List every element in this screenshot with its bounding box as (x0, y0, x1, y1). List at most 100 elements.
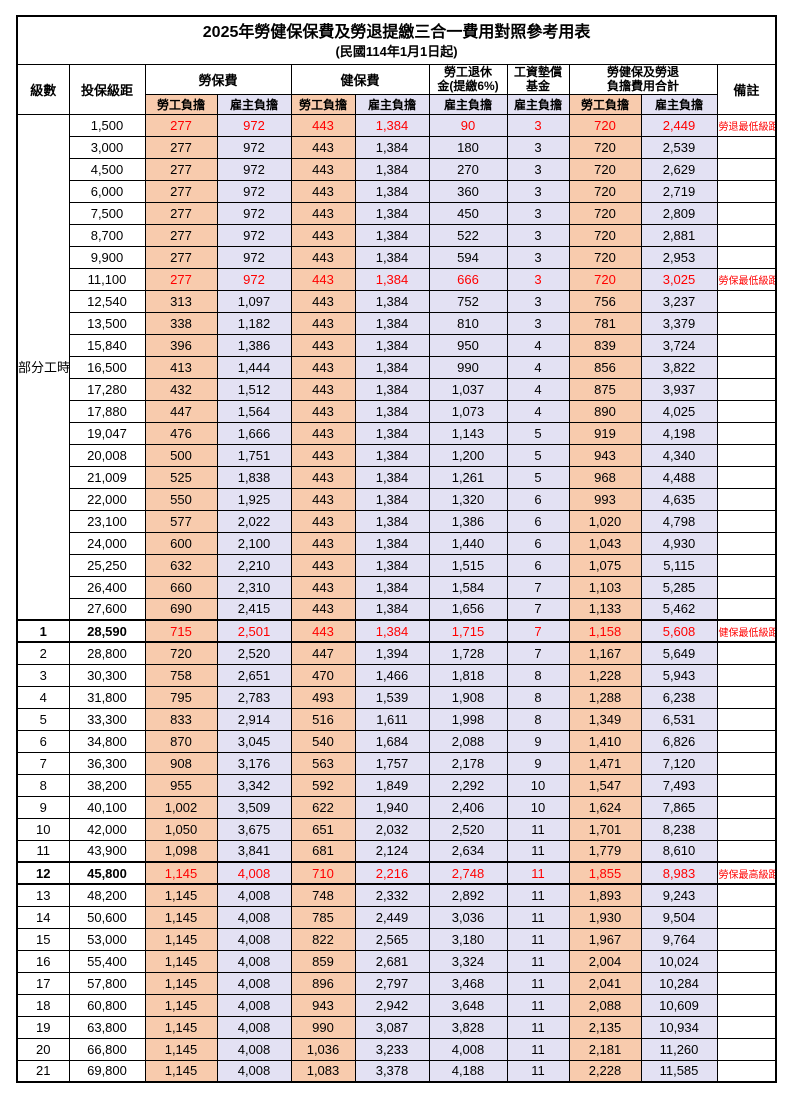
table-row: 18 60,800 1,145 4,008 943 2,942 3,648 11… (16, 993, 777, 1017)
table-row: 部分工時 1,500 277 972 443 1,384 90 3 720 2,… (16, 113, 777, 621)
labor-ins-employee-header: 勞工負擔 (144, 93, 218, 115)
remark-cell (716, 333, 777, 357)
labor-ins-employer-cell: 1,386 (216, 333, 292, 357)
col-header-bracket: 投保級距 (68, 63, 146, 115)
total-employer-cell: 5,462 (640, 597, 718, 621)
labor-ins-employer-cell: 3,342 (216, 773, 292, 797)
remark-cell (716, 883, 777, 907)
labor-ins-employer-cell: 972 (216, 201, 292, 225)
pension-employer-cell: 3,648 (428, 993, 508, 1017)
labor-ins-employee-cell: 720 (144, 641, 218, 665)
labor-ins-employer-cell: 4,008 (216, 993, 292, 1017)
table-row: 9 40,100 1,002 3,509 622 1,940 2,406 10 … (16, 795, 777, 819)
wage-fund-employer-cell: 9 (506, 729, 570, 753)
pension-employer-cell: 3,324 (428, 949, 508, 973)
table-title-cell: 2025年勞健保保費及勞退提繳三合一費用對照參考用表 (民國114年1月1日起) (16, 15, 777, 65)
wage-fund-employer-cell: 8 (506, 685, 570, 709)
table-row: 12 45,800 1,145 4,008 710 2,216 2,748 11… (16, 861, 777, 885)
total-employee-cell: 2,181 (568, 1037, 642, 1061)
health-ins-employee-cell: 622 (290, 795, 356, 819)
labor-ins-employee-cell: 690 (144, 597, 218, 621)
table-row: 21 69,800 1,145 4,008 1,083 3,378 4,188 … (16, 1059, 777, 1083)
bracket-cell: 66,800 (68, 1037, 146, 1061)
bracket-cell: 48,200 (68, 883, 146, 907)
remark-cell: 勞退最低級距 (716, 113, 777, 137)
wage-fund-employer-cell: 6 (506, 553, 570, 577)
total-employer-cell: 8,983 (640, 861, 718, 885)
remark-cell (716, 729, 777, 753)
bracket-cell: 15,840 (68, 333, 146, 357)
total-employee-cell: 720 (568, 201, 642, 225)
bracket-cell: 30,300 (68, 663, 146, 687)
table-body: 部分工時 1,500 277 972 443 1,384 90 3 720 2,… (16, 113, 777, 1083)
health-ins-employer-cell: 1,384 (354, 113, 430, 137)
table-row: 15,840 396 1,386 443 1,384 950 4 839 3,7… (17, 333, 777, 357)
wage-fund-employer-cell: 7 (506, 619, 570, 643)
health-ins-employer-cell: 2,032 (354, 817, 430, 841)
labor-ins-employer-cell: 2,210 (216, 553, 292, 577)
labor-ins-employer-cell: 1,838 (216, 465, 292, 489)
pension-employer-cell: 3,828 (428, 1015, 508, 1039)
remark-cell (716, 1037, 777, 1061)
remark-cell (716, 773, 777, 797)
total-employer-header: 雇主負擔 (640, 93, 718, 115)
total-employee-cell: 720 (568, 245, 642, 269)
wage-fund-employer-cell: 9 (506, 751, 570, 775)
table-row: 8 38,200 955 3,342 592 1,849 2,292 10 1,… (16, 773, 777, 797)
total-employer-cell: 4,340 (640, 443, 718, 467)
health-ins-employer-cell: 2,332 (354, 883, 430, 907)
labor-ins-employee-cell: 1,145 (144, 1015, 218, 1039)
bracket-cell: 17,280 (68, 377, 146, 401)
total-employee-cell: 1,547 (568, 773, 642, 797)
bracket-cell: 1,500 (68, 113, 146, 137)
total-employee-cell: 1,471 (568, 751, 642, 775)
labor-ins-employer-cell: 2,651 (216, 663, 292, 687)
health-ins-employer-cell: 1,384 (354, 399, 430, 423)
pension-employer-cell: 1,715 (428, 619, 508, 643)
col-header-labor-insurance: 勞保費 (144, 63, 292, 95)
labor-ins-employer-cell: 972 (216, 179, 292, 203)
pension-employer-cell: 990 (428, 355, 508, 379)
wage-fund-employer-cell: 4 (506, 377, 570, 401)
labor-ins-employee-cell: 277 (144, 223, 218, 247)
labor-ins-employee-cell: 1,145 (144, 949, 218, 973)
table-row: 3 30,300 758 2,651 470 1,466 1,818 8 1,2… (16, 663, 777, 687)
wage-fund-employer-cell: 5 (506, 465, 570, 489)
health-ins-employer-cell: 2,681 (354, 949, 430, 973)
total-employee-cell: 720 (568, 135, 642, 159)
page-subtitle: (民國114年1月1日起) (335, 44, 458, 60)
labor-ins-employer-cell: 972 (216, 135, 292, 159)
health-ins-employee-cell: 1,083 (290, 1059, 356, 1083)
level-cell: 14 (16, 905, 70, 929)
health-ins-employee-cell: 443 (290, 355, 356, 379)
health-ins-employee-cell: 896 (290, 971, 356, 995)
remark-cell (716, 641, 777, 665)
total-employee-cell: 1,624 (568, 795, 642, 819)
labor-ins-employee-cell: 908 (144, 751, 218, 775)
remark-cell (716, 751, 777, 775)
level-cell: 12 (16, 861, 70, 885)
health-ins-employee-cell: 443 (290, 311, 356, 335)
pension-employer-cell: 180 (428, 135, 508, 159)
bracket-cell: 40,100 (68, 795, 146, 819)
bracket-cell: 42,000 (68, 817, 146, 841)
remark-cell (716, 905, 777, 929)
health-ins-employee-cell: 859 (290, 949, 356, 973)
total-employee-cell: 720 (568, 113, 642, 137)
table-row: 24,000 600 2,100 443 1,384 1,440 6 1,043… (17, 531, 777, 555)
remark-cell (716, 993, 777, 1017)
health-ins-employer-cell: 1,384 (354, 487, 430, 511)
remark-cell (716, 817, 777, 841)
labor-ins-employer-cell: 1,512 (216, 377, 292, 401)
bracket-cell: 28,800 (68, 641, 146, 665)
wage-fund-employer-cell: 11 (506, 971, 570, 995)
health-ins-employee-cell: 443 (290, 267, 356, 291)
wage-fund-employer-cell: 3 (506, 157, 570, 181)
health-ins-employee-cell: 540 (290, 729, 356, 753)
table-row: 4,500 277 972 443 1,384 270 3 720 2,629 (17, 157, 777, 181)
level-cell: 2 (16, 641, 70, 665)
health-ins-employer-cell: 1,384 (354, 311, 430, 335)
wage-fund-employer-cell: 11 (506, 1059, 570, 1083)
labor-ins-employee-cell: 277 (144, 179, 218, 203)
wage-fund-employer-cell: 10 (506, 795, 570, 819)
